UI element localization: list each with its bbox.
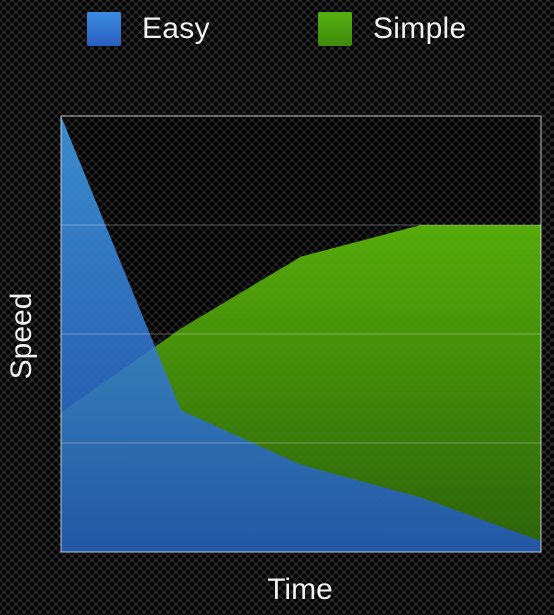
legend-swatch-easy: [87, 12, 121, 46]
legend-label-easy: Easy: [142, 12, 210, 45]
legend-swatch-simple: [318, 12, 352, 46]
x-axis-label: Time: [267, 573, 333, 606]
legend-item-simple: Simple: [318, 12, 467, 46]
plot-frame: [60, 115, 542, 553]
gridlines: [61, 224, 541, 444]
legend-item-easy: Easy: [87, 12, 210, 46]
legend-label-simple: Simple: [373, 12, 467, 45]
y-axis-label: Speed: [5, 292, 38, 380]
chart-legend: Easy Simple: [0, 0, 554, 60]
series-areas: [61, 116, 541, 552]
area-easy: [61, 116, 541, 552]
